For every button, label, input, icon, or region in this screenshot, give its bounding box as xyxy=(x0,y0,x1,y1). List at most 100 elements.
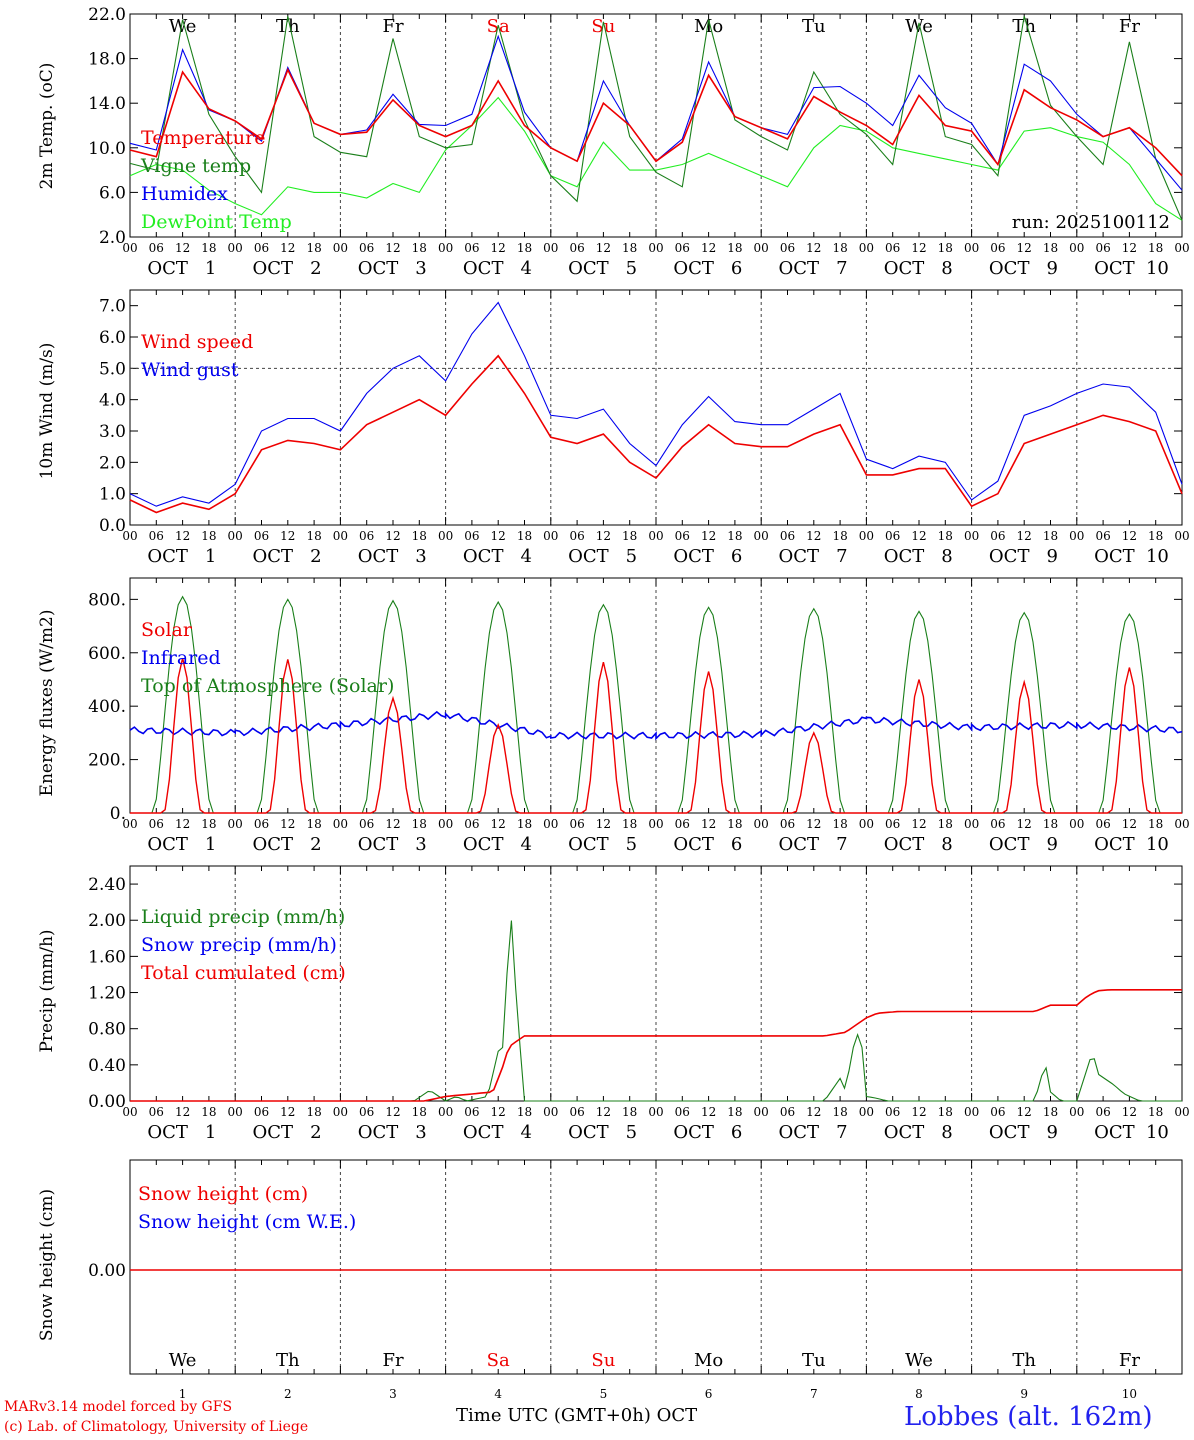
hour-tick-label: 00 xyxy=(1174,817,1189,831)
date-day-label: 10 xyxy=(1146,546,1169,567)
date-month-label: OCT xyxy=(568,546,609,567)
date-day-label: 1 xyxy=(205,258,216,279)
y-tick-label: 1.60 xyxy=(88,947,126,967)
hour-tick-label: 12 xyxy=(596,1105,611,1119)
hour-tick-label: 00 xyxy=(543,529,558,543)
weekday-label: We xyxy=(905,16,933,37)
hour-tick-label: 18 xyxy=(306,241,321,255)
hour-tick-label: 18 xyxy=(1148,529,1163,543)
y-tick-label: 5.0 xyxy=(99,359,126,379)
date-month-label: OCT xyxy=(989,1122,1030,1143)
date-month-label: OCT xyxy=(989,258,1030,279)
date-day-label: 8 xyxy=(941,258,952,279)
date-month-label: OCT xyxy=(884,1122,925,1143)
hour-tick-label: 12 xyxy=(911,241,926,255)
date-day-label: 6 xyxy=(731,546,742,567)
hour-tick-label: 12 xyxy=(491,817,506,831)
precip-legend-item: Snow precip (mm/h) xyxy=(141,934,337,956)
series-line-solar xyxy=(130,657,1182,814)
date-day-label: 2 xyxy=(310,834,321,855)
hour-tick-label: 00 xyxy=(964,817,979,831)
hour-tick-label: 12 xyxy=(385,817,400,831)
hour-tick-label: 18 xyxy=(727,241,742,255)
y-tick-label: 3.0 xyxy=(99,422,126,442)
y-tick-label: 2.00 xyxy=(88,911,126,931)
hour-tick-label: 18 xyxy=(622,241,637,255)
date-day-label: 8 xyxy=(941,1122,952,1143)
date-day-label: 3 xyxy=(415,258,426,279)
hour-tick-label: 12 xyxy=(701,817,716,831)
y-tick-label: 0.00 xyxy=(88,1092,126,1112)
date-day-label: 7 xyxy=(836,546,847,567)
x-axis-label: Time UTC (GMT+0h) OCT xyxy=(456,1405,697,1426)
y-tick-label: 6.0 xyxy=(99,183,126,203)
date-month-label: OCT xyxy=(989,834,1030,855)
weekday-label: Th xyxy=(1012,1350,1036,1371)
date-month-label: OCT xyxy=(358,258,399,279)
date-day-label: 2 xyxy=(310,546,321,567)
series-line-total-cumulated xyxy=(130,988,1182,1102)
y-axis-label: 2m Temp. (oC) xyxy=(37,63,57,190)
hour-tick-label: 18 xyxy=(201,1105,216,1119)
y-tick-label: 14.0 xyxy=(88,94,126,114)
date-month-label: OCT xyxy=(358,1122,399,1143)
hour-tick-label: 06 xyxy=(464,1105,479,1119)
y-tick-label: 400. xyxy=(88,697,126,717)
date-day-label: 8 xyxy=(941,834,952,855)
y-tick-label: 18.0 xyxy=(88,50,126,70)
y-tick-label: 1.20 xyxy=(88,984,126,1004)
hour-tick-label: 12 xyxy=(806,529,821,543)
date-day-label: 10 xyxy=(1146,834,1169,855)
date-day-label: 10 xyxy=(1146,1122,1169,1143)
date-month-label: OCT xyxy=(884,258,925,279)
weekday-label: We xyxy=(905,1350,933,1371)
date-month-label: OCT xyxy=(568,834,609,855)
date-day-label: 4 xyxy=(520,258,531,279)
hour-tick-label: 18 xyxy=(938,241,953,255)
date-month-label: OCT xyxy=(673,834,714,855)
hour-tick-label: 06 xyxy=(780,817,795,831)
hour-tick-label: 06 xyxy=(254,817,269,831)
snow-legend-item: Snow height (cm) xyxy=(138,1183,308,1205)
hour-tick-label: 18 xyxy=(938,817,953,831)
hour-tick-label: 18 xyxy=(306,817,321,831)
date-day-label: 6 xyxy=(731,258,742,279)
x-axis-month: OCT xyxy=(656,1405,698,1426)
precip-legend-item: Total cumulated (cm) xyxy=(141,962,346,984)
weekday-label: Fr xyxy=(1119,16,1140,37)
hour-tick-label: 12 xyxy=(280,817,295,831)
hour-tick-label: 12 xyxy=(280,1105,295,1119)
series-line-humidex xyxy=(129,34,1183,191)
date-month-label: OCT xyxy=(1094,258,1135,279)
x-axis-label-text: Time UTC (GMT+0h) xyxy=(456,1405,651,1426)
hour-tick-label: 00 xyxy=(754,1105,769,1119)
y-tick-label: 800. xyxy=(88,590,126,610)
day-number-label: 4 xyxy=(494,1387,502,1401)
hour-tick-label: 00 xyxy=(228,1105,243,1119)
date-month-label: OCT xyxy=(779,258,820,279)
hour-tick-label: 12 xyxy=(175,529,190,543)
hour-tick-label: 06 xyxy=(254,529,269,543)
hour-tick-label: 00 xyxy=(1174,529,1189,543)
date-day-label: 7 xyxy=(836,1122,847,1143)
y-tick-label: 4.0 xyxy=(99,391,126,411)
hour-tick-label: 00 xyxy=(1174,241,1189,255)
hour-tick-label: 18 xyxy=(306,1105,321,1119)
hour-tick-label: 06 xyxy=(359,241,374,255)
hour-tick-label: 18 xyxy=(517,1105,532,1119)
hour-tick-label: 18 xyxy=(622,817,637,831)
weekday-label: Su xyxy=(591,16,615,37)
date-month-label: OCT xyxy=(463,1122,504,1143)
hour-tick-label: 00 xyxy=(122,1105,137,1119)
y-tick-label: 10.0 xyxy=(88,139,126,159)
hour-tick-label: 00 xyxy=(333,1105,348,1119)
date-month-label: OCT xyxy=(884,546,925,567)
hour-tick-label: 00 xyxy=(1174,1105,1189,1119)
energy-legend-item: Solar xyxy=(141,619,193,641)
hour-tick-label: 12 xyxy=(385,529,400,543)
hour-tick-label: 18 xyxy=(938,1105,953,1119)
temp-legend-item: DewPoint Temp xyxy=(141,211,292,233)
date-month-label: OCT xyxy=(147,834,188,855)
date-day-label: 7 xyxy=(836,258,847,279)
date-month-label: OCT xyxy=(463,834,504,855)
